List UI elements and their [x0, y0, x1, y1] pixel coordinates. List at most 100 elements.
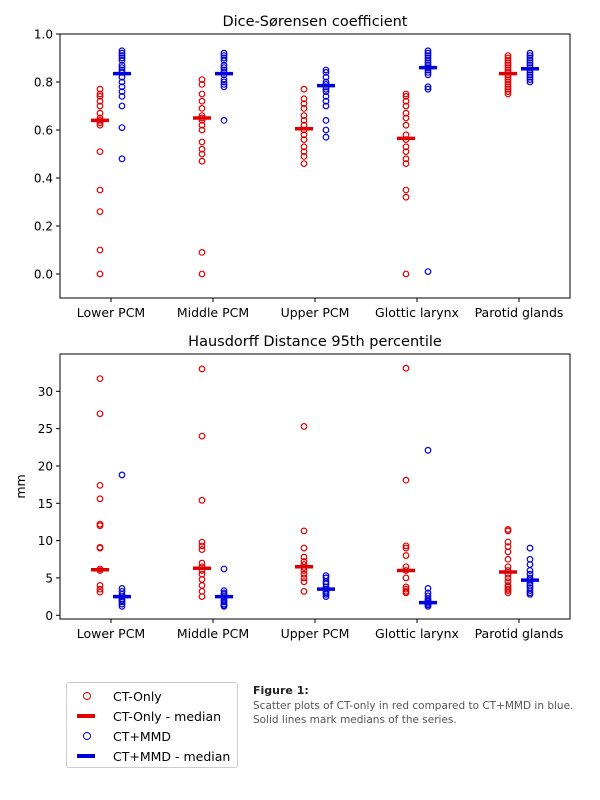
data-point: [322, 133, 330, 141]
data-point: [96, 544, 104, 552]
data-point: [504, 54, 512, 62]
data-point: [402, 143, 410, 151]
data-point: [322, 68, 330, 76]
data-point: [96, 588, 104, 596]
data-point: [402, 114, 410, 122]
data-point: [198, 582, 206, 589]
data-point: [96, 375, 104, 383]
data-point: [118, 88, 126, 95]
x-tick-label: Lower PCM: [77, 626, 145, 641]
data-point: [504, 61, 512, 69]
data-point: [300, 574, 308, 582]
data-point: [96, 121, 104, 129]
data-point: [118, 102, 126, 110]
data-point: [300, 152, 308, 160]
legend-label-ct-only: CT-Only: [113, 688, 162, 704]
y-tick-label: 0.4: [34, 172, 53, 186]
data-point: [220, 76, 228, 83]
data-point: [402, 193, 410, 201]
data-point: [300, 587, 308, 595]
data-point: [402, 574, 410, 582]
data-point: [96, 102, 104, 110]
data-point: [300, 112, 308, 119]
data-point: [198, 546, 206, 553]
data-point: [300, 553, 308, 561]
data-point: [504, 78, 512, 86]
data-point: [424, 68, 432, 76]
figure-caption: Figure 1: Scatter plots of CT-only in re…: [253, 684, 583, 727]
data-point: [198, 496, 206, 504]
data-point: [118, 49, 126, 57]
data-point: [118, 155, 126, 163]
data-point: [118, 57, 126, 64]
data-point: [118, 54, 126, 62]
data-point: [322, 593, 330, 601]
data-point: [526, 590, 534, 598]
y-tick-label: 0.0: [34, 268, 53, 282]
data-point: [526, 567, 534, 574]
data-point: [424, 49, 432, 57]
data-point: [198, 104, 206, 112]
data-point: [220, 602, 228, 610]
data-point: [300, 95, 308, 103]
data-point: [198, 97, 206, 105]
data-point: [96, 582, 104, 589]
data-point: [424, 446, 432, 454]
data-point: [220, 116, 228, 124]
data-point: [198, 90, 206, 98]
data-point: [504, 548, 512, 556]
data-point: [96, 85, 104, 93]
data-point: [300, 160, 308, 168]
x-tick-label: Middle PCM: [177, 626, 249, 641]
chart-title: Hausdorff Distance 95th percentile: [188, 334, 442, 350]
plot-frame: [59, 33, 571, 299]
data-point: [118, 600, 126, 608]
y-tick-label: 0.2: [34, 220, 53, 234]
data-point: [300, 423, 308, 430]
data-point: [322, 590, 330, 598]
y-tick-label: 5: [45, 571, 53, 585]
data-point: [402, 102, 410, 110]
data-point: [504, 59, 512, 67]
plot-frame: [59, 353, 571, 620]
data-point: [198, 150, 206, 158]
data-point: [402, 270, 410, 278]
data-point: [300, 100, 308, 107]
data-point: [198, 593, 206, 601]
data-point: [504, 527, 512, 535]
data-point: [504, 76, 512, 83]
data-point: [118, 598, 126, 606]
data-point: [220, 61, 228, 69]
data-point: [118, 52, 126, 59]
x-tick-label: Middle PCM: [177, 305, 249, 320]
data-point: [322, 102, 330, 110]
legend-label-ct-mmd: CT+MMD: [113, 728, 172, 744]
data-point: [402, 148, 410, 156]
data-point: [198, 538, 206, 546]
data-point: [322, 66, 330, 74]
data-point: [198, 157, 206, 165]
data-point: [402, 155, 410, 163]
data-point: [322, 92, 330, 100]
data-point: [198, 432, 206, 440]
data-point: [526, 71, 534, 79]
data-point: [300, 148, 308, 156]
data-point: [220, 565, 228, 573]
data-point: [424, 584, 432, 592]
x-tick-label: Glottic larynx: [375, 305, 459, 320]
data-point: [118, 124, 126, 131]
data-point: [424, 83, 432, 91]
data-point: [402, 97, 410, 105]
y-tick-label: 0.8: [34, 76, 53, 90]
data-point: [402, 121, 410, 129]
data-point: [300, 85, 308, 93]
data-point: [96, 208, 104, 216]
data-point: [526, 52, 534, 59]
data-point: [526, 57, 534, 64]
data-point: [118, 83, 126, 91]
data-point: [118, 78, 126, 86]
data-point: [402, 589, 410, 597]
data-point: [424, 59, 432, 67]
legend-label-ct-mmd-median: CT+MMD - median: [113, 748, 231, 764]
